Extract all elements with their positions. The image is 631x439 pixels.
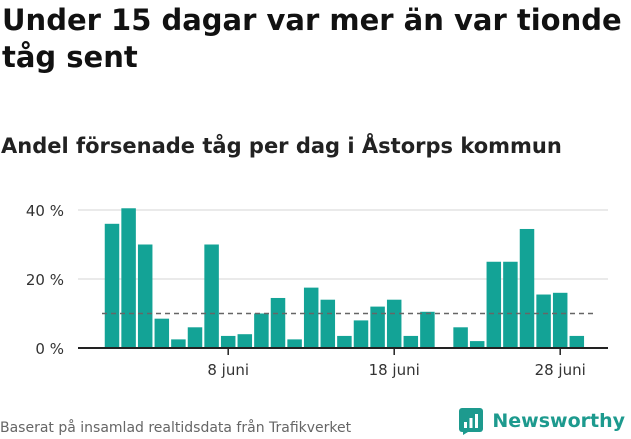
bar — [353, 320, 369, 348]
bars — [104, 208, 585, 348]
bar — [536, 294, 551, 348]
x-tick-label: 28 juni — [535, 361, 586, 379]
bar — [552, 292, 568, 348]
bar — [104, 223, 120, 348]
bar — [303, 287, 319, 348]
y-tick-label: 40 % — [26, 202, 64, 220]
y-axis-ticks: 0 % 20 % 40 % — [26, 202, 64, 358]
x-tick-label: 8 juni — [207, 361, 249, 379]
x-axis-ticks: 8 juni 18 juni 28 juni — [207, 348, 586, 379]
bar — [237, 334, 253, 348]
bar — [337, 335, 352, 348]
bar — [204, 244, 219, 348]
brand-name: Newsworthy — [492, 410, 625, 432]
bar — [270, 297, 286, 348]
bar — [220, 335, 236, 348]
chart-title: Under 15 dagar var mer än var tionde tåg… — [2, 3, 622, 74]
bar — [486, 261, 502, 348]
gridlines — [78, 209, 608, 280]
bar — [137, 244, 153, 348]
bar — [503, 261, 518, 348]
brand-logo: Newsworthy — [459, 406, 625, 436]
newsworthy-logo-icon — [459, 407, 484, 435]
source-note: Baserat på insamlad realtidsdata från Tr… — [0, 420, 352, 436]
bar — [187, 327, 203, 348]
chart-subtitle: Andel försenade tåg per dag i Åstorps ko… — [1, 134, 562, 158]
bar — [420, 311, 435, 348]
bar-chart: 0 % 20 % 40 % 8 juni 18 juni 28 juni — [26, 202, 608, 379]
bar — [386, 299, 402, 348]
bar — [469, 341, 485, 348]
bar — [171, 339, 186, 348]
bar — [121, 208, 136, 348]
bar — [254, 313, 269, 348]
bar — [403, 335, 419, 348]
bar — [453, 327, 468, 348]
y-tick-label: 0 % — [35, 340, 64, 358]
bar — [569, 335, 585, 348]
bar — [320, 299, 336, 348]
bar — [287, 339, 302, 348]
bar — [154, 318, 170, 348]
x-tick-label: 18 juni — [369, 361, 420, 379]
y-tick-label: 20 % — [26, 271, 64, 289]
bar — [519, 228, 535, 348]
bar — [370, 306, 385, 348]
